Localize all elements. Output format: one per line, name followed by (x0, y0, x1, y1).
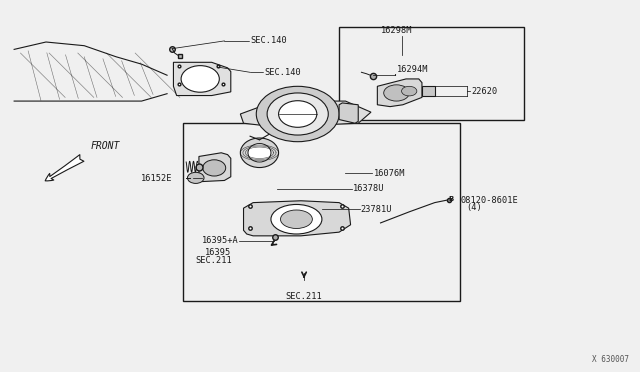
Polygon shape (199, 153, 231, 182)
Text: B: B (448, 196, 453, 202)
Ellipse shape (241, 138, 278, 167)
Ellipse shape (384, 85, 409, 101)
Bar (183, 123, 460, 301)
Ellipse shape (280, 210, 312, 228)
Ellipse shape (278, 101, 317, 127)
Text: 16395+A: 16395+A (202, 236, 239, 245)
Text: 23781U: 23781U (361, 205, 392, 214)
Ellipse shape (401, 86, 417, 96)
Text: SEC.211: SEC.211 (195, 256, 232, 265)
Text: SEC.140: SEC.140 (250, 36, 287, 45)
Text: 16152E: 16152E (141, 174, 172, 183)
Text: 16298M: 16298M (381, 26, 412, 35)
Polygon shape (173, 62, 231, 96)
Text: SEC.211: SEC.211 (285, 292, 323, 301)
Text: SEC.140: SEC.140 (264, 68, 301, 77)
Ellipse shape (271, 205, 322, 234)
Text: 08120-8601E: 08120-8601E (460, 196, 518, 205)
Text: 16076M: 16076M (374, 169, 405, 177)
Polygon shape (422, 86, 435, 96)
Text: FRONT: FRONT (91, 141, 120, 151)
Text: 16378U: 16378U (353, 185, 385, 193)
Text: 16395: 16395 (205, 248, 231, 257)
Text: 16294M: 16294M (396, 65, 428, 74)
Bar (339, 27, 524, 119)
Ellipse shape (188, 172, 204, 183)
Polygon shape (378, 79, 422, 107)
Ellipse shape (248, 144, 271, 162)
Text: 22620: 22620 (471, 87, 497, 96)
Ellipse shape (256, 86, 339, 142)
Text: X 630007: X 630007 (592, 355, 629, 364)
Ellipse shape (181, 65, 220, 92)
Ellipse shape (267, 93, 328, 135)
Text: (4): (4) (467, 202, 483, 212)
Polygon shape (244, 201, 351, 236)
Polygon shape (241, 101, 371, 127)
Ellipse shape (203, 160, 226, 176)
Polygon shape (339, 103, 358, 123)
